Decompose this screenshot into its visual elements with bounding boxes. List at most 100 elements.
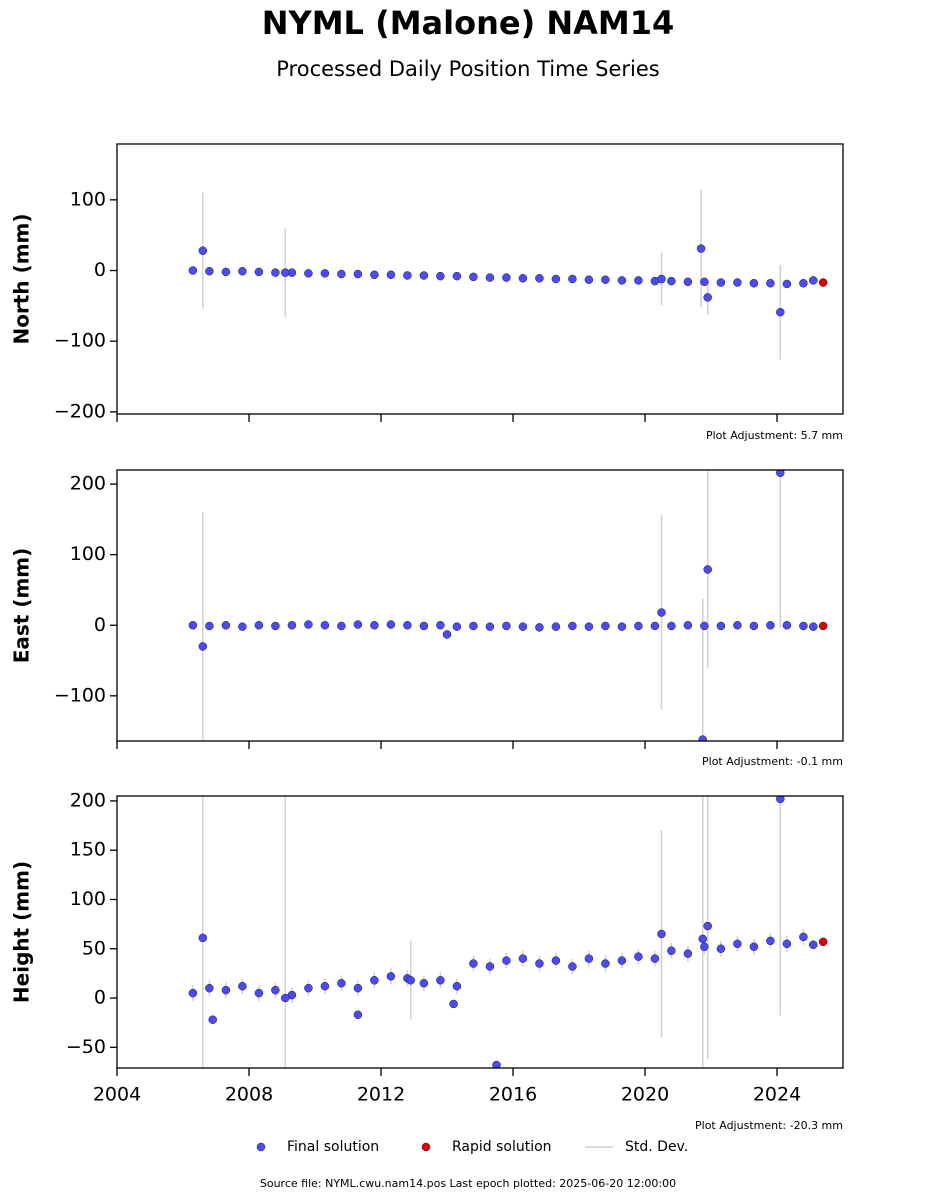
point (634, 952, 643, 961)
point (452, 622, 462, 631)
point (634, 621, 643, 631)
point (650, 954, 660, 963)
point (485, 622, 495, 631)
point (337, 621, 346, 631)
point (188, 266, 198, 275)
point (809, 276, 818, 285)
point (502, 956, 511, 965)
legend-label: Std. Dev. (625, 1139, 688, 1155)
point (749, 942, 759, 952)
point (782, 279, 792, 289)
x-tick-label: 2020 (621, 1084, 669, 1106)
legend-marker (256, 1142, 266, 1152)
point (700, 942, 709, 952)
point (799, 621, 808, 631)
point (469, 272, 478, 282)
point (667, 276, 676, 286)
point (584, 622, 594, 631)
point (634, 276, 643, 285)
point (281, 268, 290, 277)
plot-adjustment: Plot Adjustment: -0.1 mm (702, 755, 843, 768)
point (188, 988, 198, 998)
point (766, 278, 775, 288)
point (551, 274, 561, 284)
point (617, 622, 627, 631)
point (419, 978, 429, 988)
point (809, 940, 818, 950)
point (198, 246, 208, 255)
point (452, 271, 462, 281)
point (617, 956, 627, 965)
y-tick-label: −50 (66, 1036, 106, 1058)
x-tick-label: 2016 (489, 1084, 537, 1106)
y-tick-label: 150 (70, 839, 106, 861)
point (238, 266, 247, 276)
plot-area (188, 470, 828, 741)
point (733, 939, 742, 949)
point (749, 621, 759, 631)
point (502, 273, 511, 282)
point (568, 621, 577, 631)
point (221, 267, 231, 277)
y-tick-label: −100 (54, 684, 106, 706)
x-tick-label: 2024 (753, 1084, 801, 1106)
point (320, 981, 330, 991)
point (403, 271, 412, 280)
point (406, 976, 415, 985)
axes-frame (116, 143, 844, 415)
point (221, 621, 231, 630)
point (696, 244, 706, 253)
plot-area (188, 796, 828, 1068)
point (683, 277, 693, 287)
point (518, 954, 528, 963)
point (518, 274, 528, 283)
point (436, 621, 445, 630)
point (370, 976, 379, 985)
point (205, 983, 214, 993)
point (683, 621, 693, 630)
point (683, 949, 693, 958)
point (657, 274, 666, 284)
point (238, 981, 247, 991)
point (601, 959, 610, 968)
point (700, 621, 709, 631)
legend-label: Final solution (287, 1139, 379, 1155)
point (601, 275, 610, 284)
point (386, 620, 396, 629)
point (452, 981, 462, 991)
point (238, 622, 247, 631)
y-axis-label: Height (mm) (10, 861, 34, 1003)
point (667, 621, 676, 631)
y-tick-label: 100 (70, 888, 106, 910)
point (320, 269, 330, 278)
point (442, 630, 452, 639)
point (485, 962, 495, 971)
point (716, 944, 726, 954)
point (469, 959, 478, 968)
y-tick-label: 0 (94, 614, 106, 636)
point (485, 273, 495, 282)
point (657, 608, 666, 617)
point (733, 278, 742, 287)
subtitle: Processed Daily Position Time Series (276, 57, 660, 81)
point (776, 796, 785, 804)
title: NYML (Malone) NAM14 (262, 4, 675, 42)
point (617, 276, 627, 285)
point (535, 623, 544, 632)
point (818, 621, 828, 631)
point (650, 621, 660, 631)
point (782, 621, 792, 630)
point (353, 620, 363, 629)
point (601, 621, 610, 631)
point (766, 936, 775, 946)
point (492, 1060, 501, 1068)
point (370, 621, 379, 630)
y-tick-label: 100 (70, 188, 106, 210)
axes-frame (116, 469, 844, 742)
point (208, 1015, 217, 1024)
point (304, 269, 313, 278)
point (370, 270, 379, 280)
point (386, 972, 396, 981)
y-axis-label: North (mm) (10, 213, 34, 344)
point (502, 621, 511, 631)
